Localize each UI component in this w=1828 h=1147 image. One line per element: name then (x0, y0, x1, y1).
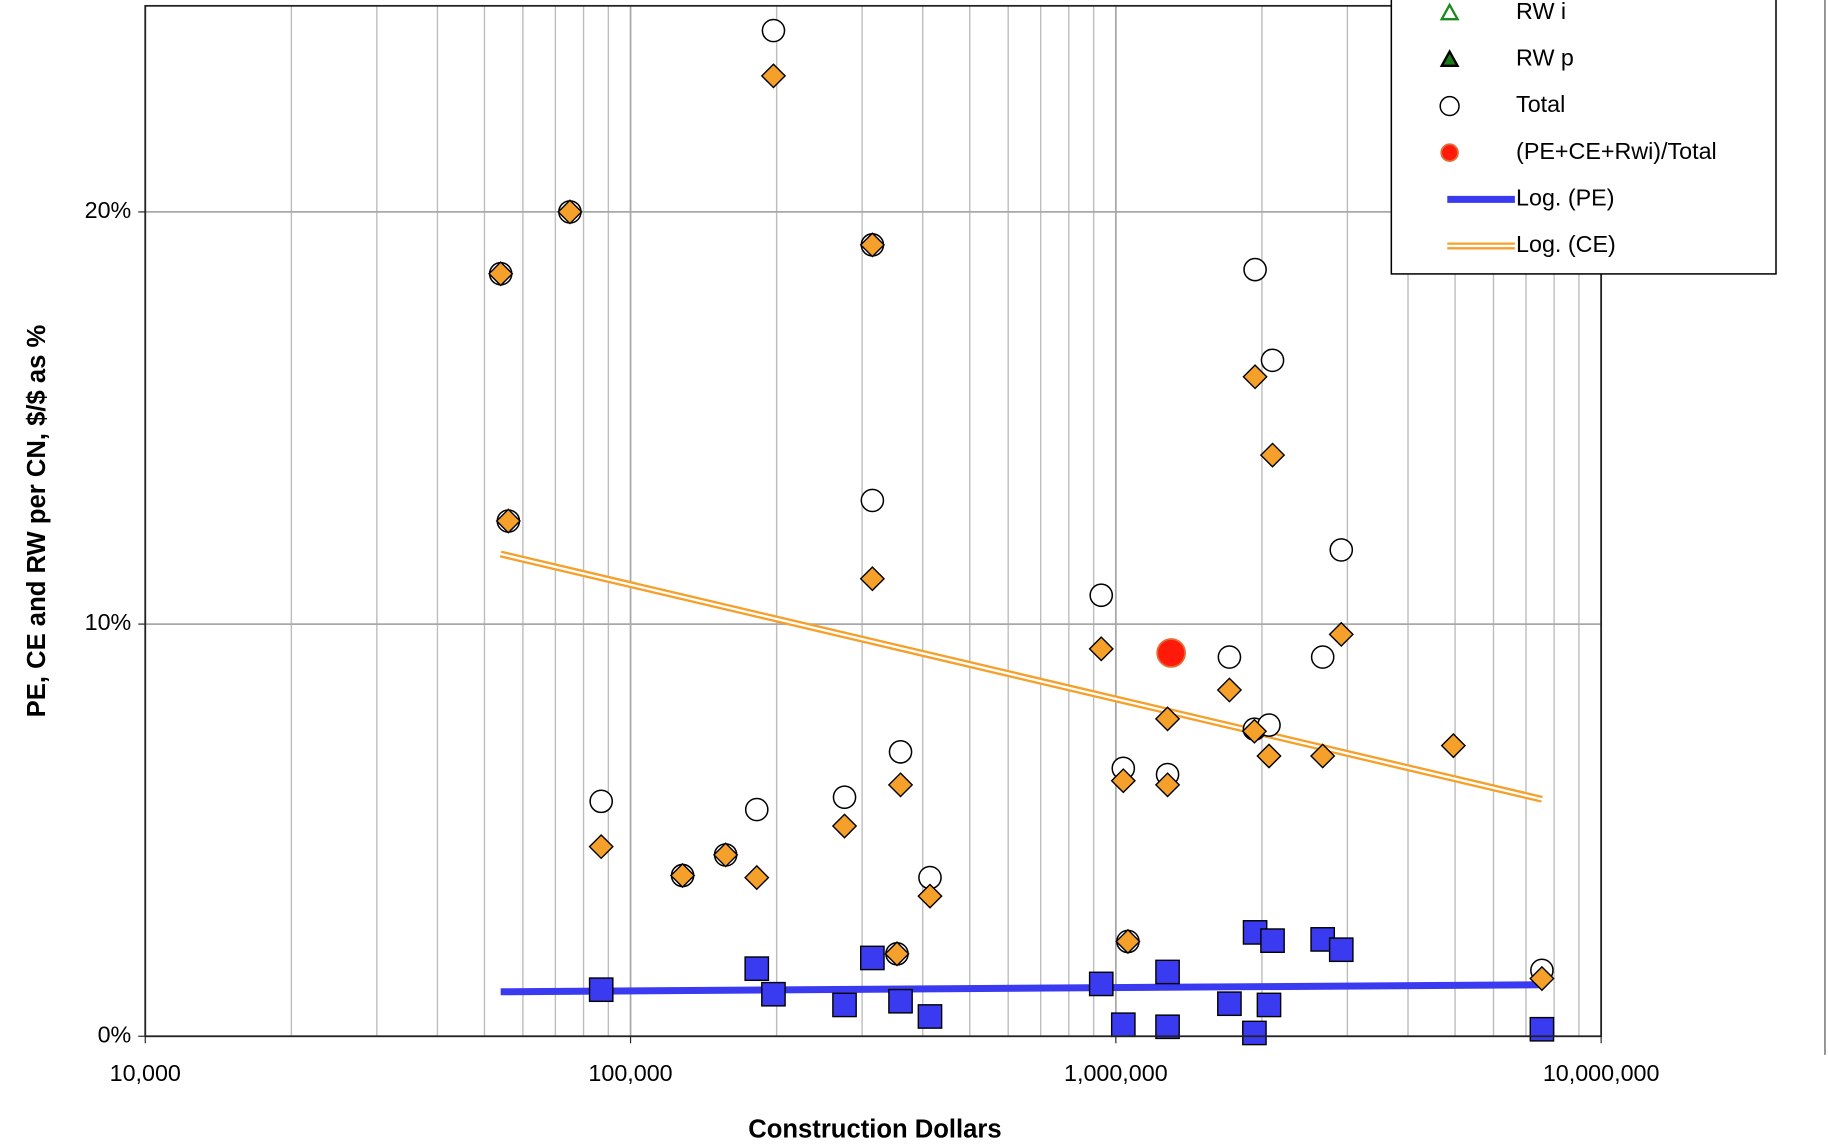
trend-line (500, 981, 1542, 996)
legend-item: RW i (1439, 0, 1566, 24)
diamond-point (495, 508, 521, 534)
plot-frame (144, 4, 1603, 1038)
diamond-point (1115, 928, 1141, 955)
square-point (1260, 928, 1285, 953)
diamond-point (884, 941, 910, 967)
x-tick-label: 100,000 (588, 1060, 672, 1086)
diamond-point (1241, 718, 1268, 744)
diamond-point (1256, 743, 1282, 769)
circle-point (1217, 645, 1242, 669)
diamond-point (1154, 706, 1181, 732)
square-point (588, 977, 614, 1003)
y-tick-label: 0% (98, 1021, 132, 1047)
y-tick-label: 20% (85, 197, 132, 223)
diamond-point (588, 834, 614, 860)
legend-item: RW p (1439, 45, 1574, 71)
circle-point (860, 488, 885, 513)
circle-point (888, 740, 913, 764)
square-point (1110, 1012, 1136, 1038)
circle-point (1310, 645, 1335, 669)
legend-label: RW i (1516, 0, 1566, 24)
x-tick-label: 10,000,000 (1543, 1060, 1660, 1086)
marks (488, 18, 1555, 1046)
circle-point (1089, 583, 1114, 608)
square-point (860, 945, 885, 971)
circle-point (1243, 257, 1267, 282)
legend-item: Total (1439, 91, 1565, 117)
trend-line-inner (500, 552, 1543, 801)
diamond-point (887, 772, 914, 798)
diamond-point (1310, 743, 1336, 769)
diamond-point (1088, 636, 1114, 662)
circle-point (589, 789, 614, 814)
square-point (1088, 971, 1114, 997)
diamond-point (859, 566, 886, 592)
diamond-point (488, 261, 514, 287)
square-point (1242, 1020, 1267, 1046)
legend-label: RW p (1516, 45, 1574, 71)
legend-label: Total (1516, 91, 1565, 117)
diamond-point (744, 864, 770, 891)
legend-label: (PE+CE+Rwi)/Total (1516, 138, 1717, 164)
square-point (1217, 991, 1242, 1017)
legend-box (1390, 0, 1777, 275)
diamond-point (1440, 733, 1467, 759)
axes: 10,000 100,000 1,000,000 10,000,000 0% 10% 20% (85, 197, 1660, 1086)
circle-point (761, 18, 786, 43)
legend: RW i RW p Total (PE+CE+Rwi)/Total Log. (PE) L… (1390, 0, 1777, 275)
legend-label: Log. (PE) (1516, 184, 1614, 210)
circle-point (1439, 95, 1460, 117)
square-point (1256, 992, 1282, 1018)
x-tick-label: 1,000,000 (1064, 1060, 1168, 1086)
triangle-point (1439, 2, 1460, 21)
square-point (917, 1004, 943, 1029)
y-axis-title: PE, CE and RW per CN, $/$ as % (23, 325, 51, 718)
square-point (1155, 959, 1180, 985)
square-point (761, 981, 786, 1007)
x-axis-title: Construction Dollars (748, 1115, 1001, 1143)
diamond-point (1242, 364, 1268, 390)
square-point (1328, 937, 1354, 963)
legend-item: Log. (PE) (1447, 184, 1614, 210)
circle-point (1329, 538, 1354, 562)
diamond-point (669, 862, 696, 889)
circle-point (744, 797, 769, 822)
square-point (1529, 1016, 1555, 1042)
y-tick-label: 10% (85, 609, 132, 635)
diamond-point (831, 813, 858, 839)
diamond-point (917, 883, 943, 909)
square-point (744, 956, 770, 982)
legend-label: Log. (CE) (1516, 231, 1616, 257)
circle-point (1156, 638, 1187, 668)
diamond-point (712, 842, 739, 868)
diamond-point (1154, 772, 1181, 798)
circle-point (1440, 143, 1459, 162)
diamond-point (1259, 442, 1286, 468)
legend-item: Log. (CE) (1447, 231, 1616, 257)
x-tick-label: 10,000 (110, 1060, 181, 1086)
circle-point (832, 785, 857, 810)
triangle-point (1439, 49, 1460, 67)
square-point (888, 988, 913, 1014)
circle-point (1260, 348, 1285, 373)
diamond-point (557, 199, 583, 225)
square-point (832, 992, 857, 1018)
diamond-point (1529, 965, 1555, 992)
legend-item: (PE+CE+Rwi)/Total (1440, 138, 1717, 164)
diamond-point (1216, 677, 1243, 703)
diamond-point (760, 63, 787, 89)
square-point (1155, 1014, 1180, 1040)
diamond-point (1110, 768, 1136, 794)
diamond-point (859, 232, 886, 258)
diamond-point (1328, 621, 1354, 648)
